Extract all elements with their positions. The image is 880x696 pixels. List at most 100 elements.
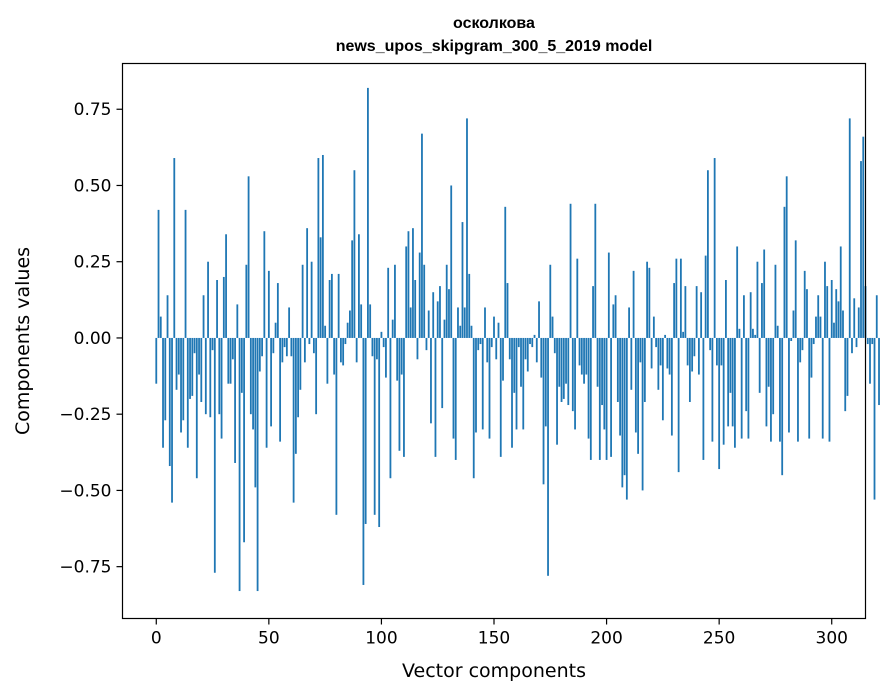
bar [279, 337, 282, 442]
bar [851, 337, 853, 354]
bar [839, 246, 842, 338]
bar [457, 307, 459, 338]
bar [281, 337, 284, 363]
bar [779, 337, 781, 442]
y-tick-label: −0.50 [59, 481, 111, 501]
x-ticks-group: 0 50 100 150 200 250 300 [151, 618, 848, 649]
bar [711, 337, 714, 442]
bar [616, 337, 619, 402]
bar [445, 264, 448, 338]
bar [614, 295, 617, 338]
bar [513, 337, 516, 393]
bar [763, 249, 766, 338]
bar [571, 337, 574, 412]
bar [342, 337, 345, 366]
bar [664, 334, 667, 338]
bar [666, 337, 669, 369]
bar [637, 337, 639, 454]
bar [713, 158, 716, 338]
bar [722, 337, 725, 445]
bar [727, 337, 730, 427]
bar [677, 337, 680, 473]
x-tick-label: 200 [590, 629, 622, 649]
bar [378, 337, 381, 528]
bar [549, 264, 552, 338]
bar [846, 337, 849, 396]
bar [752, 328, 754, 338]
bar [628, 307, 630, 338]
bar [272, 337, 275, 354]
bar [261, 337, 263, 357]
bar [157, 209, 160, 338]
bar [243, 337, 245, 543]
bar [177, 337, 180, 375]
bar [547, 337, 549, 576]
bar [155, 337, 158, 384]
bar [862, 136, 865, 338]
bar [256, 337, 259, 592]
bar [688, 337, 691, 402]
bar [283, 337, 286, 348]
bar [502, 337, 504, 381]
bar [490, 337, 493, 348]
bar [830, 280, 833, 338]
bar [335, 337, 338, 515]
bar [648, 267, 651, 338]
bar [312, 337, 315, 354]
bar [754, 334, 757, 338]
bar [159, 316, 162, 338]
bar [819, 316, 822, 338]
bar [484, 307, 486, 338]
bar [639, 337, 642, 363]
bar [276, 283, 279, 338]
bar [686, 337, 689, 366]
bar [767, 337, 770, 387]
bar [434, 337, 437, 457]
bar [346, 322, 349, 338]
bar [164, 337, 167, 421]
bar [396, 337, 399, 381]
bar [747, 337, 750, 439]
bar [400, 337, 403, 375]
bar [373, 337, 376, 515]
bar [810, 337, 813, 378]
bar [403, 337, 405, 457]
bar [202, 295, 205, 338]
bar [715, 337, 718, 366]
bar [425, 337, 428, 351]
bar [236, 304, 239, 338]
bar [394, 264, 396, 338]
bar [477, 337, 480, 351]
bar [824, 261, 826, 338]
bar [646, 261, 649, 338]
bar [540, 337, 543, 378]
y-tick-label: −0.75 [59, 558, 111, 578]
bar [720, 337, 723, 366]
bar [607, 252, 610, 338]
bar [328, 280, 331, 338]
bar [349, 310, 351, 338]
bar [418, 252, 421, 338]
bar [770, 337, 772, 442]
bar [454, 337, 457, 460]
bar [218, 337, 221, 415]
bar [432, 292, 435, 338]
bar [605, 337, 608, 460]
bar [835, 289, 838, 338]
bar [427, 310, 430, 338]
bar [691, 337, 694, 372]
bar [430, 337, 432, 424]
bar [258, 337, 261, 372]
bar [189, 337, 191, 399]
bar [517, 337, 520, 348]
bar [693, 337, 696, 357]
bar [650, 337, 653, 369]
bar [369, 304, 372, 338]
bar [873, 337, 876, 500]
bar [774, 264, 777, 338]
bar [522, 337, 525, 430]
bar [292, 337, 295, 503]
bar [634, 337, 637, 433]
bar [598, 337, 601, 460]
bar [267, 270, 270, 338]
